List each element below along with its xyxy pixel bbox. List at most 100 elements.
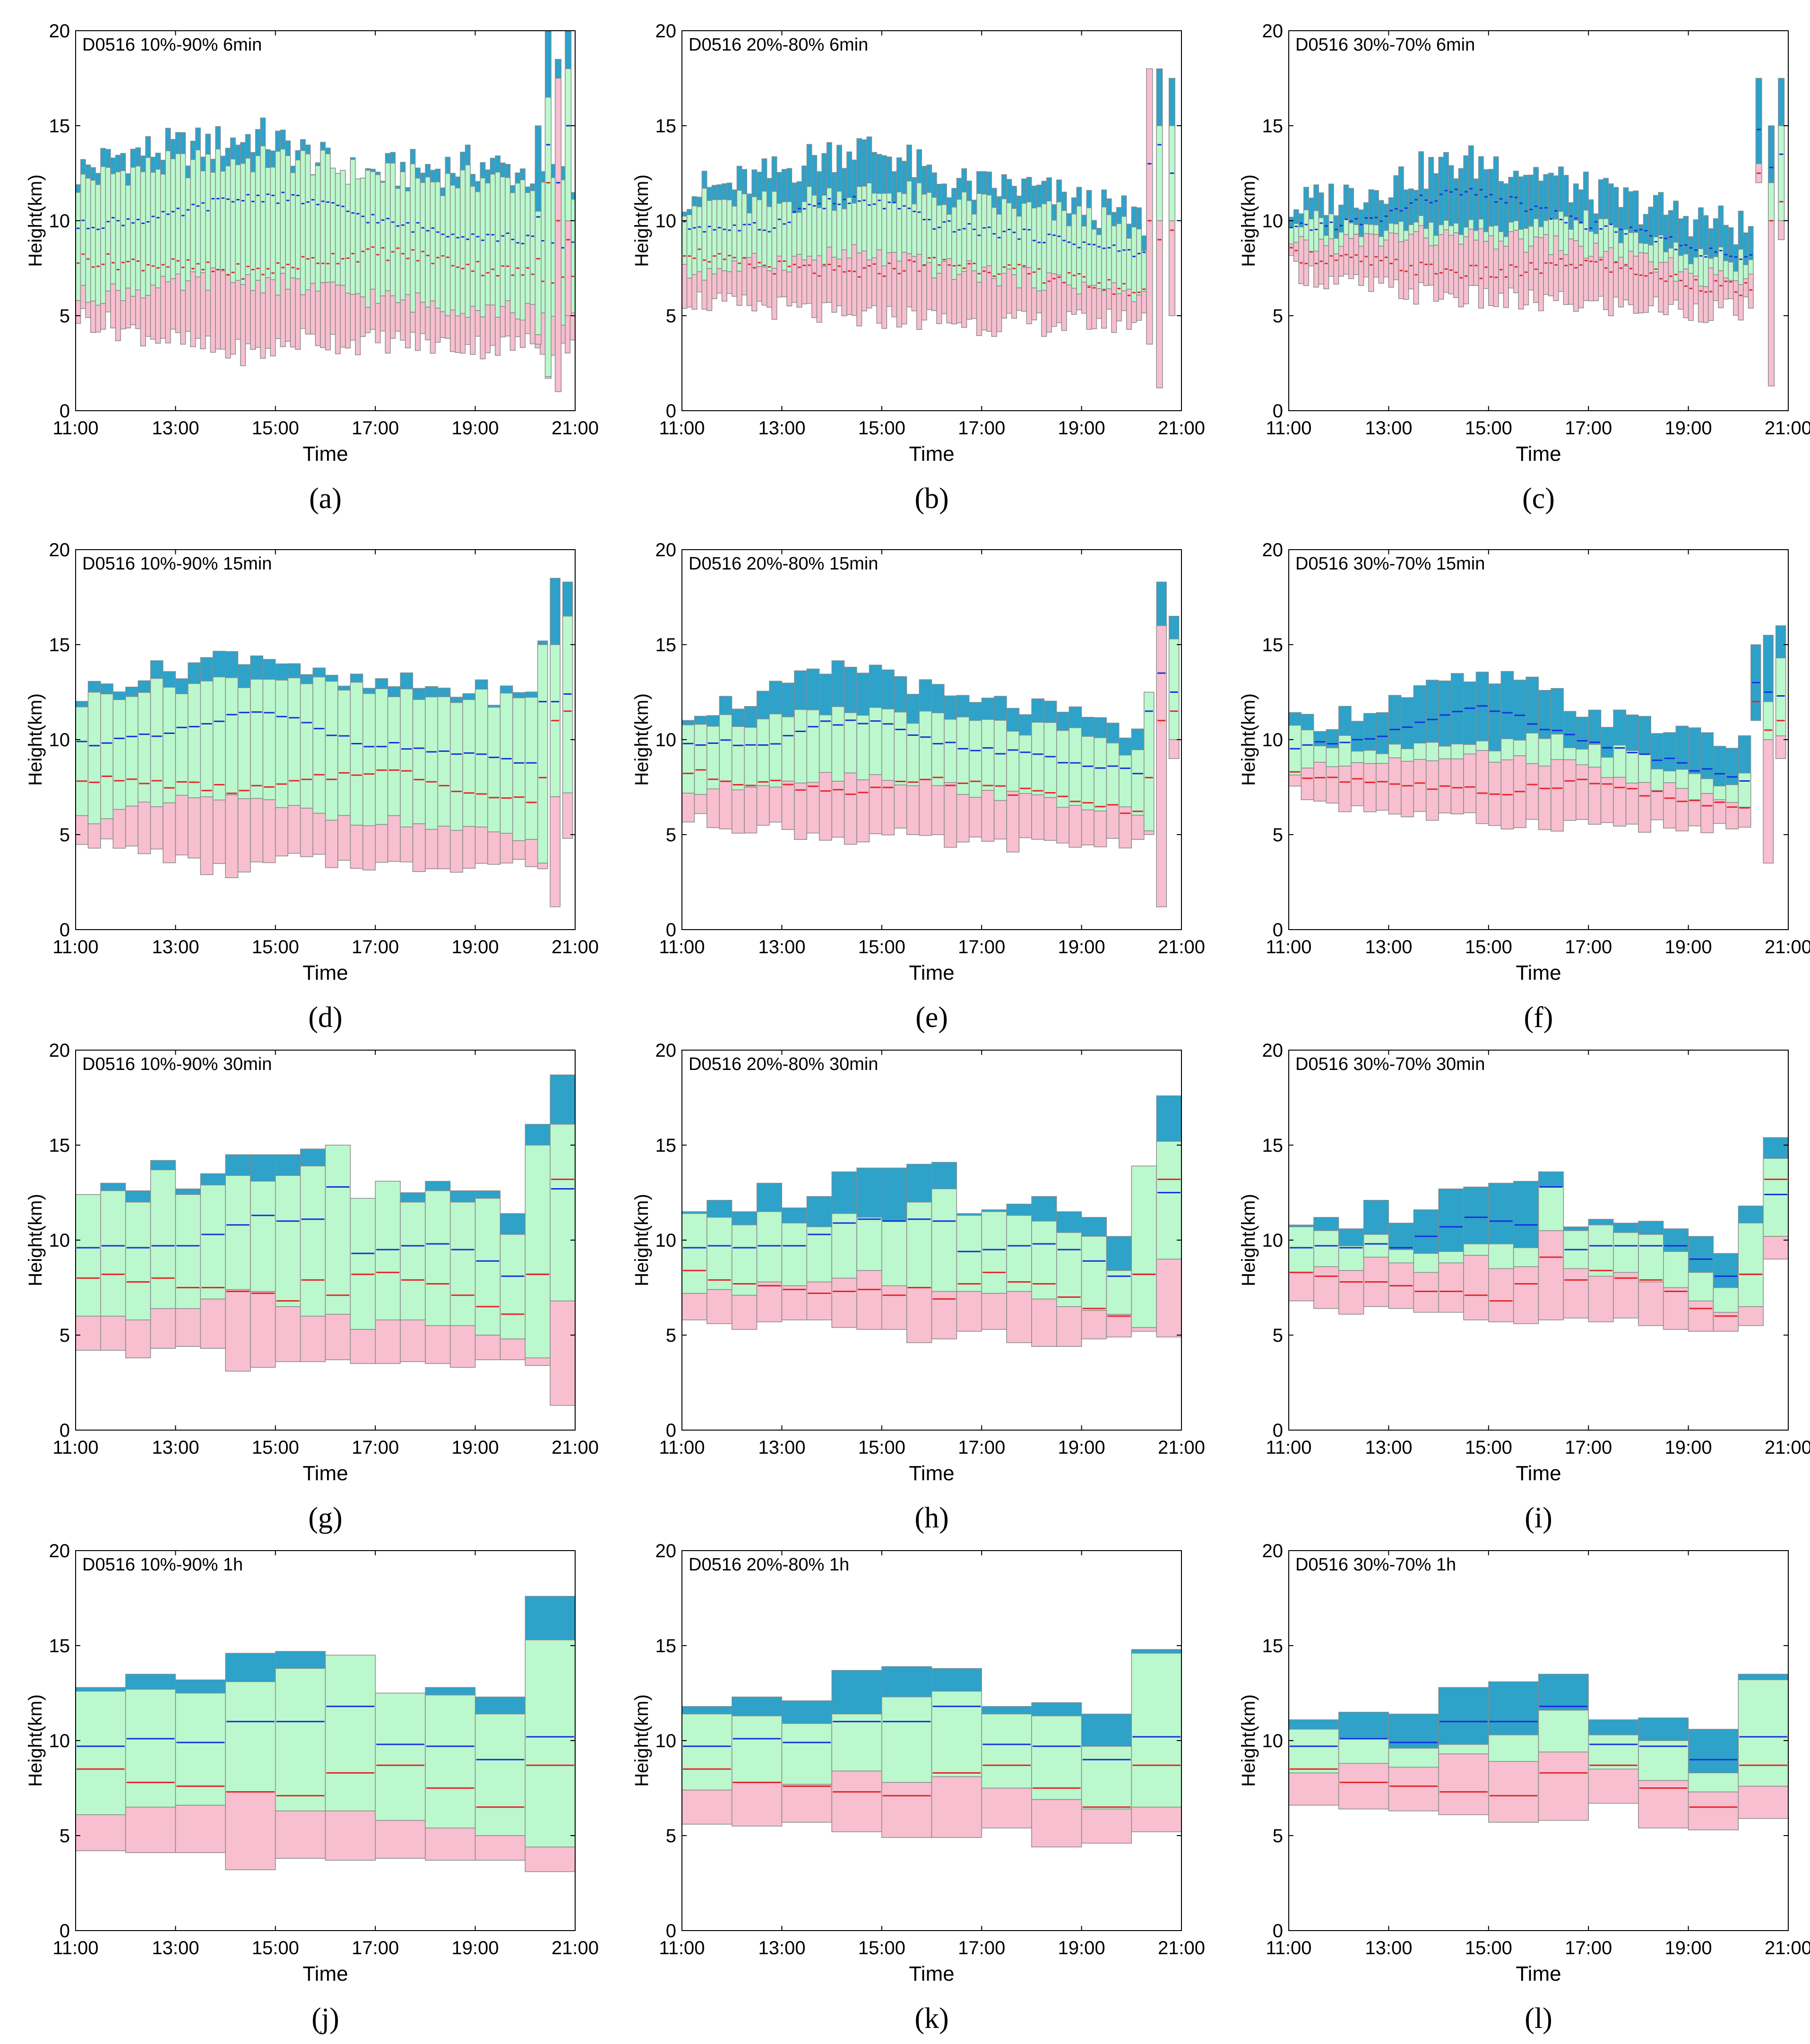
bar-lower-segment bbox=[1588, 1768, 1639, 1804]
bar-a-2 bbox=[85, 164, 91, 318]
bar-a-87 bbox=[509, 185, 516, 351]
bar-middle-segment bbox=[175, 1194, 201, 1309]
bar-l-8 bbox=[1688, 1729, 1739, 1830]
bar-upper-segment bbox=[1763, 635, 1774, 702]
bar-upper-segment bbox=[375, 678, 388, 689]
bar-d-4 bbox=[125, 687, 138, 846]
bar-lower-segment bbox=[565, 220, 572, 316]
bar-middle-segment bbox=[160, 173, 166, 277]
bar-middle-segment bbox=[260, 145, 266, 293]
bar-upper-segment bbox=[1738, 1206, 1764, 1224]
bar-lower-segment bbox=[95, 304, 101, 333]
bar-a-36 bbox=[255, 129, 261, 348]
bar-a-9 bbox=[120, 153, 126, 329]
bar-lower-segment bbox=[105, 290, 111, 312]
bar-middle-segment bbox=[1031, 1715, 1082, 1800]
bar-lower-segment bbox=[210, 267, 216, 353]
bar-lower-segment bbox=[175, 1308, 201, 1347]
x-tick-label: 21:00 bbox=[1765, 937, 1810, 957]
bar-lower-segment bbox=[390, 295, 396, 339]
bar-upper-segment bbox=[856, 673, 870, 716]
bar-middle-segment bbox=[1663, 251, 1669, 263]
bar-c-91 bbox=[1743, 232, 1749, 298]
bar-lower-segment bbox=[1688, 800, 1701, 827]
bar-middle-segment bbox=[1001, 198, 1007, 274]
bar-middle-segment bbox=[986, 194, 992, 266]
bar-middle-segment bbox=[944, 719, 957, 783]
bar-middle-segment bbox=[926, 192, 932, 263]
bar-f-2 bbox=[1313, 731, 1327, 802]
bar-upper-segment bbox=[1683, 216, 1689, 255]
bar-lower-segment bbox=[821, 266, 827, 303]
bar-upper-segment bbox=[310, 174, 316, 175]
bar-d-25 bbox=[387, 686, 401, 862]
bar-upper-segment bbox=[150, 660, 164, 679]
bar-upper-segment bbox=[1618, 207, 1624, 243]
bar-middle-segment bbox=[474, 1198, 501, 1336]
bar-middle-segment bbox=[1388, 1249, 1414, 1263]
bar-middle-segment bbox=[537, 644, 548, 864]
bar-d-18 bbox=[300, 674, 313, 857]
bar-middle-segment bbox=[919, 710, 932, 780]
bar-middle-segment bbox=[941, 204, 947, 262]
bar-c-6 bbox=[1318, 192, 1324, 285]
bar-lower-segment bbox=[412, 823, 426, 872]
y-tick-label: 0 bbox=[1273, 1420, 1283, 1441]
bar-upper-segment bbox=[320, 142, 326, 151]
bar-a-19 bbox=[170, 139, 176, 330]
bar-lower-segment bbox=[1094, 811, 1107, 847]
bar-middle-segment bbox=[1538, 1186, 1564, 1231]
bar-middle-segment bbox=[1408, 224, 1414, 235]
bar-lower-segment bbox=[1538, 1751, 1589, 1821]
bar-e-5 bbox=[744, 706, 758, 834]
bar-lower-segment bbox=[285, 289, 291, 342]
bar-upper-segment bbox=[1303, 187, 1309, 210]
bar-a-5 bbox=[100, 148, 106, 330]
bar-upper-segment bbox=[1376, 712, 1389, 754]
bar-b-55 bbox=[956, 178, 962, 323]
bar-middle-segment bbox=[1663, 770, 1676, 783]
bar-c-76 bbox=[1668, 210, 1674, 305]
bar-upper-segment bbox=[1121, 195, 1127, 217]
bar-middle-segment bbox=[120, 170, 126, 301]
bar-lower-segment bbox=[360, 296, 366, 337]
bar-f-19 bbox=[1526, 676, 1539, 820]
bar-upper-segment bbox=[115, 155, 121, 172]
bar-lower-segment bbox=[719, 780, 733, 829]
bar-e-32 bbox=[1081, 716, 1095, 845]
bar-lower-segment bbox=[312, 812, 326, 855]
bar-upper-segment bbox=[1748, 226, 1754, 260]
bar-a-56 bbox=[355, 178, 361, 355]
bar-middle-segment bbox=[205, 154, 211, 291]
bar-middle-segment bbox=[881, 1696, 932, 1783]
bar-middle-segment bbox=[1323, 235, 1329, 246]
bar-lower-segment bbox=[160, 276, 166, 339]
bar-upper-segment bbox=[1091, 220, 1097, 230]
bar-f-36 bbox=[1738, 735, 1751, 828]
bar-lower-segment bbox=[1011, 274, 1017, 319]
bar-d-21 bbox=[337, 685, 351, 861]
bar-lower-segment bbox=[569, 312, 576, 341]
bar-c-64 bbox=[1608, 183, 1614, 316]
bar-lower-segment bbox=[1146, 68, 1153, 345]
bar-lower-segment bbox=[85, 302, 91, 318]
bar-a-79 bbox=[470, 174, 476, 355]
bar-upper-segment bbox=[1363, 713, 1377, 751]
bar-b-53 bbox=[946, 197, 952, 324]
bar-lower-segment bbox=[1328, 238, 1334, 277]
bar-upper-segment bbox=[1693, 219, 1699, 258]
bar-upper-segment bbox=[509, 185, 516, 193]
bar-middle-segment bbox=[836, 190, 842, 259]
bar-lower-segment bbox=[1056, 807, 1069, 844]
bar-lower-segment bbox=[1483, 241, 1489, 289]
bar-a-52 bbox=[335, 172, 341, 354]
bar-b-56 bbox=[961, 168, 967, 328]
bar-middle-segment bbox=[1608, 223, 1614, 248]
bar-lower-segment bbox=[881, 780, 895, 836]
bar-upper-segment bbox=[1433, 173, 1439, 236]
bar-lower-segment bbox=[841, 249, 847, 317]
bar-middle-segment bbox=[691, 205, 698, 275]
bar-d-14 bbox=[250, 655, 264, 862]
bar-b-62 bbox=[991, 188, 997, 337]
bar-lower-segment bbox=[686, 277, 692, 308]
